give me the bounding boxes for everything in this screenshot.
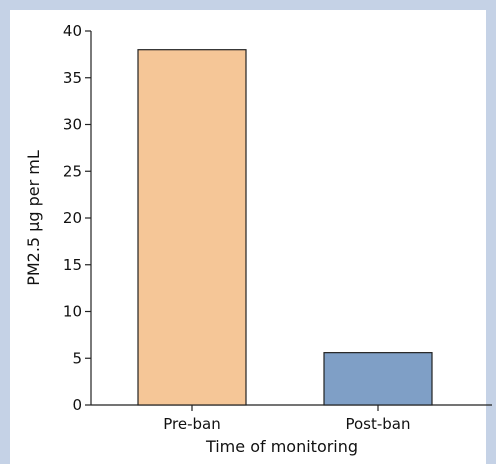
- y-axis: 0 5 10 15 20 25 30 35 40: [63, 22, 92, 414]
- y-tick-label: 25: [63, 162, 82, 180]
- bar-pre-ban: [137, 49, 247, 406]
- y-tick-label: 30: [63, 116, 82, 134]
- bars: [137, 49, 433, 406]
- bar-post-ban: [323, 352, 433, 406]
- x-axis: Pre-ban Post-ban: [91, 404, 492, 433]
- y-tick-label: 15: [63, 256, 82, 274]
- y-tick-label: 0: [72, 396, 82, 414]
- x-tick-label: Pre-ban: [163, 415, 220, 433]
- x-tick-label: Post-ban: [345, 415, 410, 433]
- y-tick-label: 20: [63, 209, 82, 227]
- x-axis-label: Time of monitoring: [205, 437, 358, 456]
- y-tick-label: 35: [63, 69, 82, 87]
- y-tick-label: 10: [63, 303, 82, 321]
- y-tick-label: 40: [63, 22, 82, 40]
- y-axis-label: PM2.5 µg per mL: [24, 150, 43, 286]
- y-tick-label: 5: [72, 349, 82, 367]
